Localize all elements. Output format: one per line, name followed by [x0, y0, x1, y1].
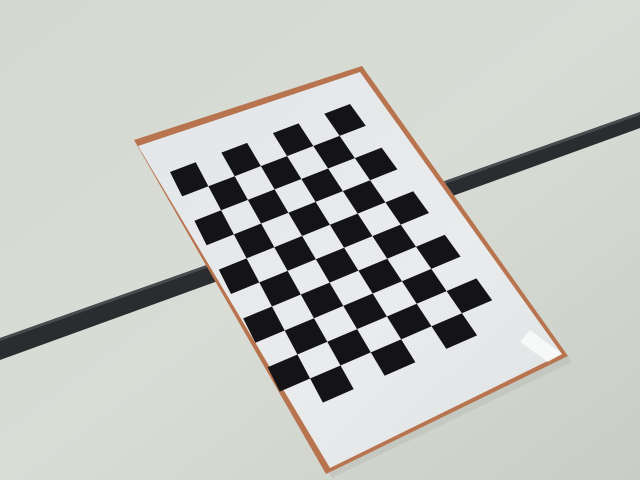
photo-scene — [0, 0, 640, 480]
